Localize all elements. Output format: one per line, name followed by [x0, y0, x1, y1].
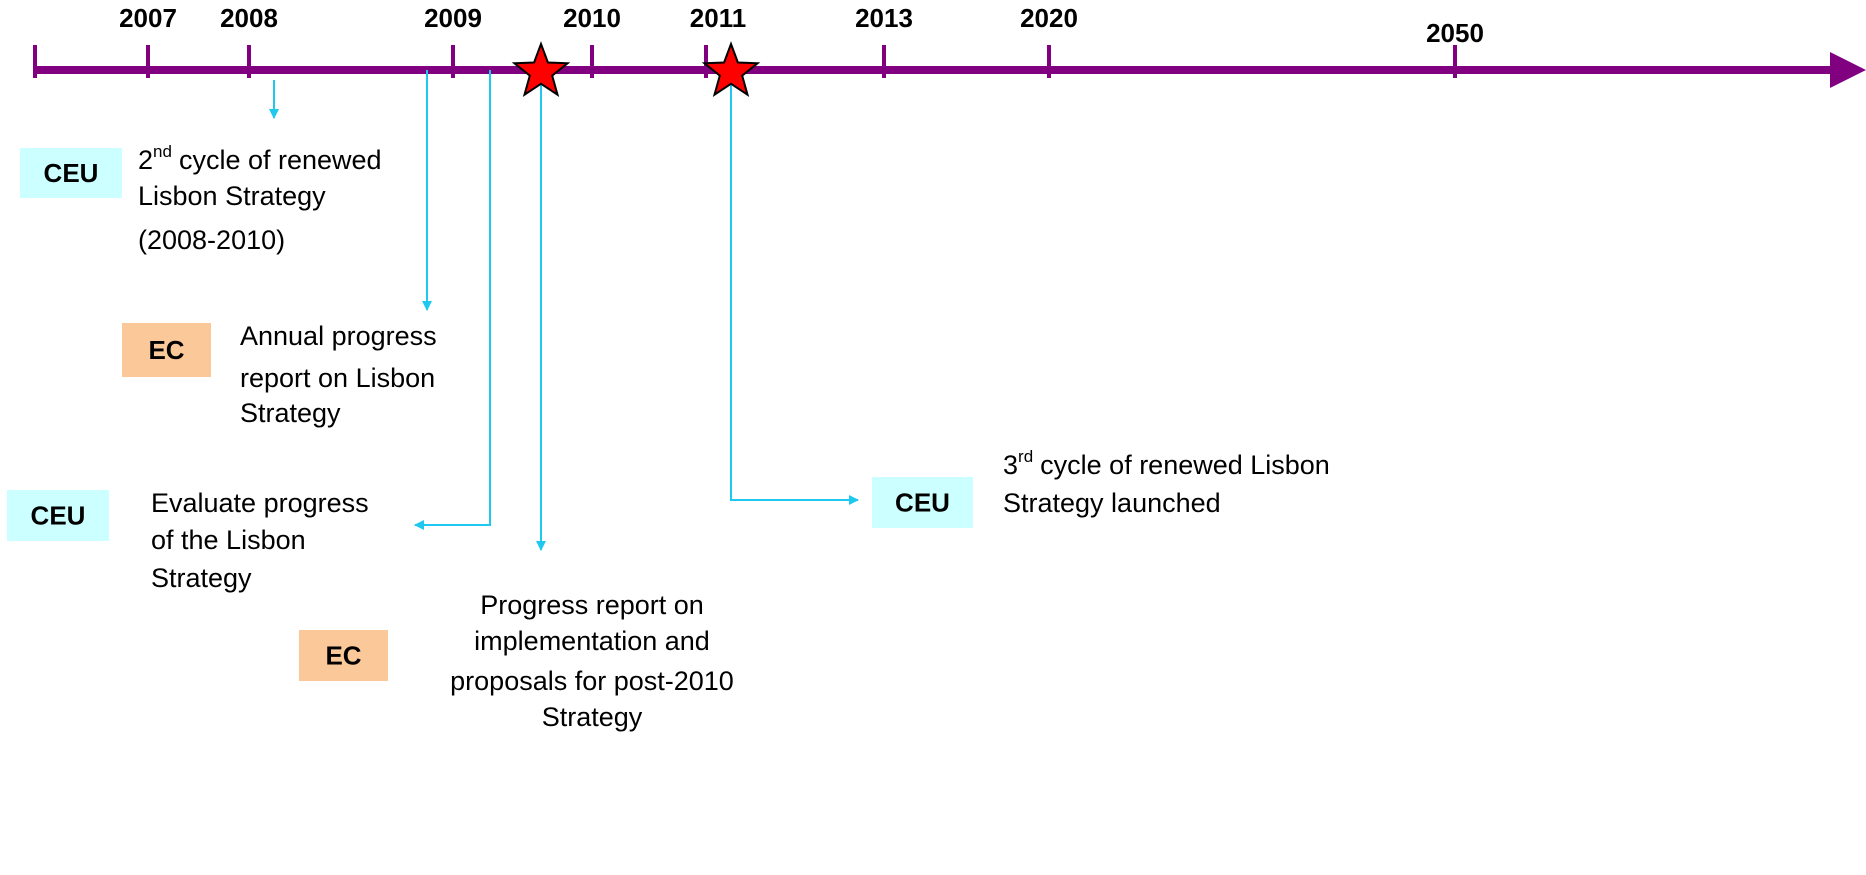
badge-label: CEU — [44, 158, 99, 188]
badge — [122, 323, 211, 377]
badge — [7, 490, 109, 541]
badge — [872, 477, 973, 528]
event-text: 2nd cycle of renewed — [138, 142, 382, 175]
badge-label: CEU — [31, 500, 86, 530]
event-line: cycle of renewed — [179, 145, 382, 175]
event-text: Strategy — [151, 563, 252, 593]
ordinal: 2 — [138, 145, 153, 175]
year-label: 2007 — [119, 3, 177, 33]
event-text: (2008-2010) — [138, 225, 285, 255]
badge — [299, 630, 388, 681]
connector — [414, 70, 491, 530]
event-text: proposals for post-2010 — [450, 666, 734, 696]
badge — [20, 148, 122, 198]
year-label: 2009 — [424, 3, 482, 33]
event-text: Evaluate progress — [151, 488, 369, 518]
event-text: of the Lisbon — [151, 525, 306, 555]
event-text: Lisbon Strategy — [138, 181, 326, 211]
year-label: 2008 — [220, 3, 278, 33]
badge-label: CEU — [895, 487, 950, 517]
event-text: Strategy — [240, 398, 341, 428]
event-text: Annual progress — [240, 321, 437, 351]
event-text: Strategy launched — [1003, 488, 1221, 518]
event-text: 3rd cycle of renewed Lisbon — [1003, 447, 1330, 480]
axis-arrowhead — [1830, 52, 1866, 88]
event-line: cycle of renewed Lisbon — [1040, 450, 1330, 480]
year-label: 2010 — [563, 3, 621, 33]
ordinal: 3 — [1003, 450, 1018, 480]
badge-label: EC — [325, 640, 361, 670]
connector — [730, 70, 859, 505]
ordinal-suffix: nd — [153, 142, 172, 161]
event-text: implementation and — [474, 626, 710, 656]
ordinal-suffix: rd — [1018, 447, 1033, 466]
milestone-star — [701, 41, 761, 98]
badge-label: EC — [148, 335, 184, 365]
event-text: Progress report on — [480, 590, 704, 620]
year-label: 2020 — [1020, 3, 1078, 33]
event-text: Strategy — [542, 702, 643, 732]
year-label: 2050 — [1426, 18, 1484, 48]
milestone-star — [511, 41, 571, 98]
event-text: report on Lisbon — [240, 363, 435, 393]
year-label: 2011 — [690, 3, 746, 33]
year-label: 2013 — [855, 3, 913, 33]
